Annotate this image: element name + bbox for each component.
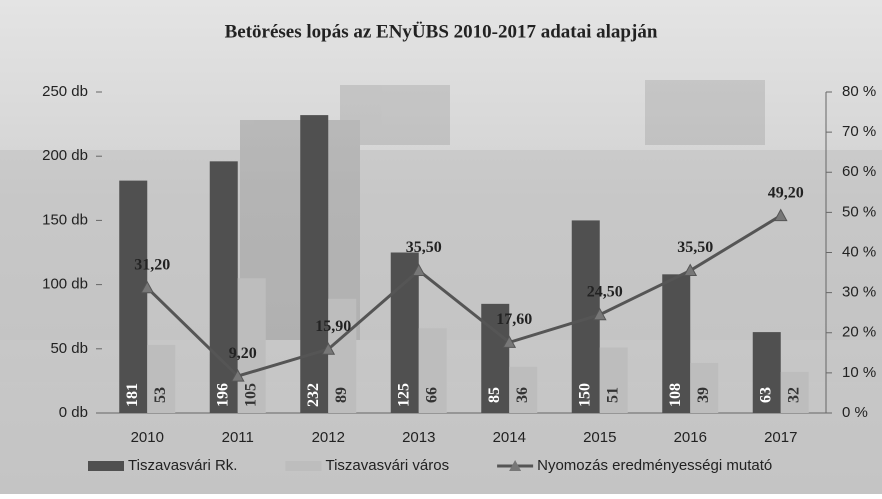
bar: [752, 332, 781, 413]
bar: [780, 371, 809, 413]
bar: [418, 328, 447, 413]
bar: [390, 252, 419, 413]
y-tick-label: 100 db: [42, 276, 88, 293]
x-tick-label: 2011: [222, 429, 254, 446]
bar-value-label: 150: [576, 383, 593, 407]
bar-value-label: 196: [214, 383, 231, 407]
line-value-label: 9,20: [229, 345, 257, 362]
bar: [328, 298, 357, 413]
line-value-label: 35,50: [406, 239, 442, 256]
chart-title: Betöréses lopás az ENyÜBS 2010-2017 adat…: [225, 21, 658, 42]
legend-label: Tiszavasvári város: [325, 457, 449, 474]
x-tick-label: 2010: [131, 429, 164, 446]
legend-swatch: [88, 461, 124, 471]
x-tick-label: 2012: [312, 429, 345, 446]
y2-tick-label: 30 %: [842, 284, 876, 301]
x-tick-label: 2017: [764, 429, 797, 446]
line-marker: [683, 263, 698, 277]
legend-swatch: [285, 461, 322, 471]
bar: [509, 366, 538, 413]
y2-tick-label: 0 %: [842, 404, 868, 421]
bar-value-label: 53: [152, 387, 169, 403]
bar: [119, 180, 148, 413]
bar: [209, 161, 238, 413]
x-tick-label: 2015: [583, 429, 616, 446]
x-tick-label: 2014: [493, 429, 526, 446]
y2-tick-label: 60 %: [842, 163, 876, 180]
line-value-label: 49,20: [768, 184, 804, 201]
line-marker: [592, 307, 607, 321]
bar-value-label: 32: [785, 387, 802, 403]
bar-value-label: 36: [514, 387, 531, 403]
y2-tick-label: 50 %: [842, 203, 876, 220]
bar: [690, 362, 719, 413]
bar-value-label: 108: [667, 383, 684, 407]
legend-marker: [509, 460, 522, 471]
line-value-label: 31,20: [134, 256, 170, 273]
bar: [237, 278, 266, 413]
bar-value-label: 51: [604, 387, 621, 403]
legend-label: Tiszavasvári Rk.: [128, 457, 237, 474]
bar: [300, 115, 329, 413]
bar-value-label: 66: [423, 387, 440, 403]
bar-value-label: 181: [124, 383, 141, 407]
y-tick-label: 50 db: [50, 340, 88, 357]
bar: [599, 347, 628, 413]
line-value-label: 24,50: [587, 283, 623, 300]
x-tick-label: 2016: [674, 429, 707, 446]
bar: [147, 344, 176, 413]
line-marker: [502, 335, 517, 348]
bar-value-label: 63: [757, 387, 774, 403]
line-value-label: 15,90: [315, 318, 351, 335]
y-tick-label: 150 db: [42, 211, 88, 228]
line-marker: [140, 280, 155, 294]
y2-tick-label: 40 %: [842, 243, 876, 260]
x-tick-label: 2013: [402, 429, 435, 446]
y2-tick-label: 10 %: [842, 364, 876, 381]
bar-value-label: 39: [695, 387, 712, 403]
legend-label: Nyomozás eredményességi mutató: [537, 457, 772, 474]
line-marker: [321, 342, 336, 355]
bar-value-label: 105: [242, 383, 259, 407]
line-marker: [411, 263, 426, 277]
line-marker: [773, 208, 788, 222]
bar-value-label: 85: [486, 387, 503, 403]
y-tick-label: 200 db: [42, 147, 88, 164]
y-tick-label: 250 db: [42, 83, 88, 100]
y2-tick-label: 20 %: [842, 324, 876, 341]
bar-value-label: 125: [395, 383, 412, 407]
line-value-label: 17,60: [496, 311, 532, 328]
line-marker: [230, 369, 245, 382]
line: [146, 214, 782, 378]
y2-tick-label: 80 %: [842, 83, 876, 100]
line-value-label: 35,50: [677, 239, 713, 256]
bar-value-label: 232: [305, 383, 322, 407]
y2-tick-label: 70 %: [842, 123, 876, 140]
y-tick-label: 0 db: [59, 404, 88, 421]
bar: [662, 274, 691, 413]
bar-value-label: 89: [333, 387, 350, 403]
